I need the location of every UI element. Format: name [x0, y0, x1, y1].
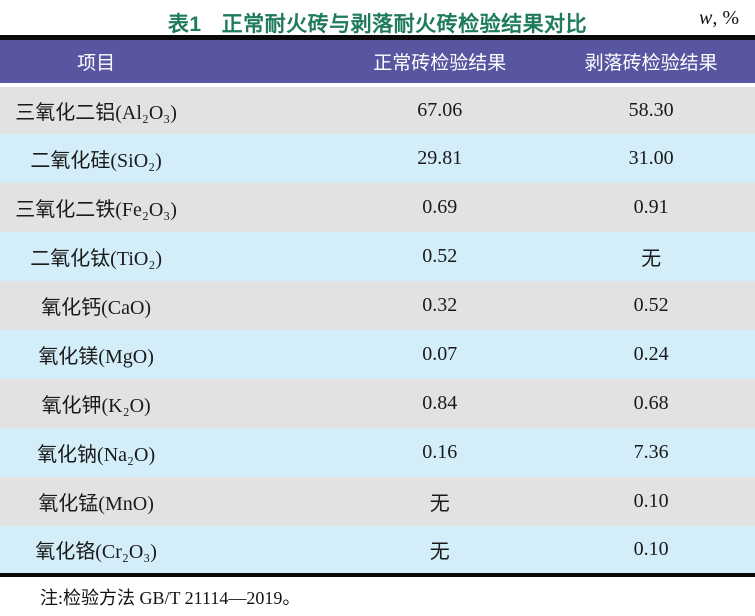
row-normal-value: 无 — [429, 492, 450, 515]
row-normal-value: 67.06 — [417, 98, 463, 121]
row-normal-value: 0.69 — [422, 195, 458, 218]
header-row: 项目 正常砖检验结果 剥落砖检验结果 — [0, 37, 755, 87]
row-item-label: 氧化钙(CaO) — [41, 296, 152, 319]
row-normal-value: 0.32 — [422, 293, 458, 316]
row-item-label: 氧化钾(K₂O) — [41, 394, 151, 417]
table-row: 二氧化硅(SiO₂) 29.81 31.00 — [0, 133, 755, 183]
row-item-label: 二氧化硅(SiO₂) — [30, 149, 162, 172]
row-item-label: 二氧化钛(TiO₂) — [30, 247, 162, 270]
row-spalled-value: 0.10 — [633, 489, 669, 512]
row-item-label: 氧化锰(MnO) — [38, 492, 154, 515]
table-row: 二氧化钛(TiO₂) 0.52 无 — [0, 231, 755, 281]
table-number-label: 表1 — [167, 13, 202, 36]
row-spalled-value: 0.52 — [633, 293, 669, 316]
table-body: 三氧化二铝(Al₂O₃) 67.06 58.30 二氧化硅(SiO₂) 29.8… — [0, 84, 755, 575]
unit-annotation: w, % — [699, 7, 739, 30]
row-normal-value: 0.52 — [422, 244, 458, 267]
row-normal-value: 29.81 — [417, 146, 463, 169]
header-cell-spalled: 剥落砖检验结果 — [547, 37, 755, 87]
table-row: 三氧化二铁(Fe₂O₃) 0.69 0.91 — [0, 182, 755, 232]
row-normal-value: 无 — [429, 540, 450, 563]
unit-symbol: w — [698, 7, 713, 29]
table-row: 三氧化二铝(Al₂O₃) 67.06 58.30 — [0, 84, 755, 134]
table-footnote: 注:检验方法 GB/T 21114—2019。 — [40, 587, 301, 608]
row-normal-value: 0.07 — [422, 342, 458, 365]
row-item-label: 氧化铬(Cr₂O₃) — [35, 540, 157, 563]
row-spalled-value: 0.24 — [633, 342, 669, 365]
table-row: 氧化钾(K₂O) 0.84 0.68 — [0, 378, 755, 428]
row-spalled-value: 7.36 — [633, 440, 669, 463]
row-spalled-value: 58.30 — [628, 98, 674, 121]
row-spalled-value: 无 — [641, 247, 662, 270]
header-cell-item: 项目 — [0, 37, 333, 87]
row-spalled-value: 0.10 — [633, 537, 669, 560]
row-spalled-value: 0.68 — [633, 391, 669, 414]
row-spalled-value: 31.00 — [628, 146, 674, 169]
header-cell-normal: 正常砖检验结果 — [332, 37, 548, 87]
row-spalled-value: 0.91 — [633, 195, 669, 218]
table-header: 项目 正常砖检验结果 剥落砖检验结果 — [0, 37, 755, 87]
table-caption-bar: 表1 正常耐火砖与剥落耐火砖检验结果对比 w, % — [0, 0, 755, 36]
table-row: 氧化钙(CaO) 0.32 0.52 — [0, 280, 755, 330]
table-row: 氧化铬(Cr₂O₃) 无 0.10 — [0, 525, 755, 575]
unit-suffix: , % — [712, 7, 739, 29]
row-normal-value: 0.84 — [422, 391, 458, 414]
row-item-label: 氧化镁(MgO) — [38, 345, 154, 368]
row-item-label: 氧化钠(Na₂O) — [37, 443, 156, 466]
row-normal-value: 0.16 — [422, 440, 458, 463]
table-row: 氧化锰(MnO) 无 0.10 — [0, 476, 755, 526]
row-item-label: 三氧化二铁(Fe₂O₃) — [15, 198, 177, 221]
row-item-label: 三氧化二铝(Al₂O₃) — [15, 101, 177, 124]
results-table: 项目 正常砖检验结果 剥落砖检验结果 三氧化二铝(Al₂O₃) 67.06 58… — [0, 35, 755, 577]
table-caption: 表1 正常耐火砖与剥落耐火砖检验结果对比 — [168, 13, 587, 36]
table-row: 氧化钠(Na₂O) 0.16 7.36 — [0, 427, 755, 477]
table-row: 氧化镁(MgO) 0.07 0.24 — [0, 329, 755, 379]
table-title-text: 正常耐火砖与剥落耐火砖检验结果对比 — [221, 13, 588, 36]
